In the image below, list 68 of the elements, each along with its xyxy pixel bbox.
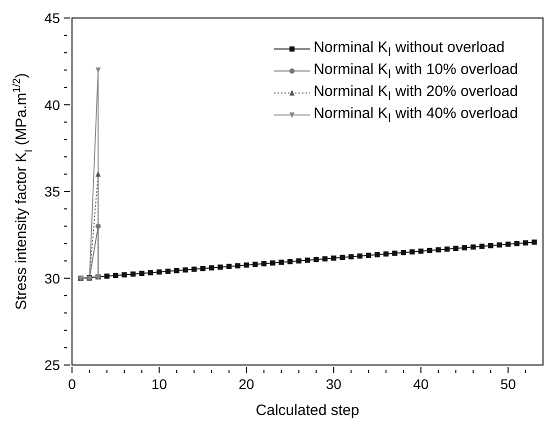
legend-label: Norminal K$_{I}$ with 40% overload (314, 105, 518, 125)
x-tick-label: 10 (151, 376, 168, 392)
point (287, 258, 293, 264)
point (218, 264, 223, 270)
point (182, 267, 188, 273)
point (314, 256, 319, 262)
y-tick-label: 40 (44, 96, 60, 113)
y-tick-label: 45 (44, 10, 60, 26)
point (96, 171, 101, 177)
point (496, 242, 502, 248)
point (357, 253, 362, 259)
point (104, 274, 110, 279)
point (383, 251, 389, 257)
x-tick-label: 20 (238, 376, 254, 392)
x-tick-label: 0 (68, 376, 76, 392)
point (278, 260, 284, 265)
x-tick-label: 50 (500, 376, 516, 392)
legend-label: Norminal K$_{I}$ without overload (314, 39, 505, 59)
point (462, 245, 468, 250)
point (436, 247, 441, 252)
legend-label: Norminal K$_{I}$ with 20% overload (314, 83, 518, 103)
point (200, 266, 206, 272)
point (331, 256, 336, 261)
point (418, 248, 424, 254)
x-tick-label: 40 (413, 376, 429, 392)
y-tick-label: 25 (44, 357, 60, 373)
x-axis-title: Calculated step (256, 402, 360, 419)
point (235, 263, 240, 268)
point (348, 254, 354, 260)
point (270, 260, 276, 266)
point (148, 270, 154, 276)
y-tick-label: 35 (44, 184, 60, 200)
point (226, 264, 232, 270)
point (252, 262, 258, 267)
point (261, 261, 266, 266)
x-tick-label: 30 (326, 376, 342, 392)
point (479, 244, 485, 249)
point (488, 243, 494, 248)
point (453, 246, 458, 252)
point (96, 224, 101, 229)
point (392, 250, 398, 256)
point (139, 270, 144, 276)
point (192, 266, 197, 272)
point (374, 252, 380, 258)
point (366, 252, 372, 258)
point (470, 244, 476, 250)
point (444, 246, 450, 252)
point (244, 262, 250, 268)
point (522, 240, 528, 246)
y-tick-label: 30 (44, 270, 60, 286)
point (340, 254, 345, 260)
point (296, 258, 302, 264)
point (208, 265, 214, 270)
point (514, 240, 520, 246)
legend-label: Norminal K$_{I}$ with 10% overload (314, 61, 518, 81)
point (304, 258, 310, 263)
point (427, 248, 432, 254)
point (174, 268, 180, 274)
point (156, 269, 162, 275)
point (122, 272, 127, 278)
point (400, 250, 406, 256)
point (410, 249, 415, 254)
point (130, 271, 136, 277)
point (506, 242, 511, 247)
point (165, 268, 171, 274)
point (322, 256, 328, 262)
point (532, 240, 537, 245)
point (113, 272, 118, 278)
